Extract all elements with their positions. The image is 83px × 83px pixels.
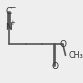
Text: C: C <box>6 7 12 17</box>
Text: N: N <box>5 23 12 32</box>
Text: O: O <box>51 62 58 71</box>
Text: +: + <box>10 20 16 26</box>
Text: CH₃: CH₃ <box>68 51 83 60</box>
Text: −: − <box>9 3 16 12</box>
Text: O: O <box>59 40 66 49</box>
